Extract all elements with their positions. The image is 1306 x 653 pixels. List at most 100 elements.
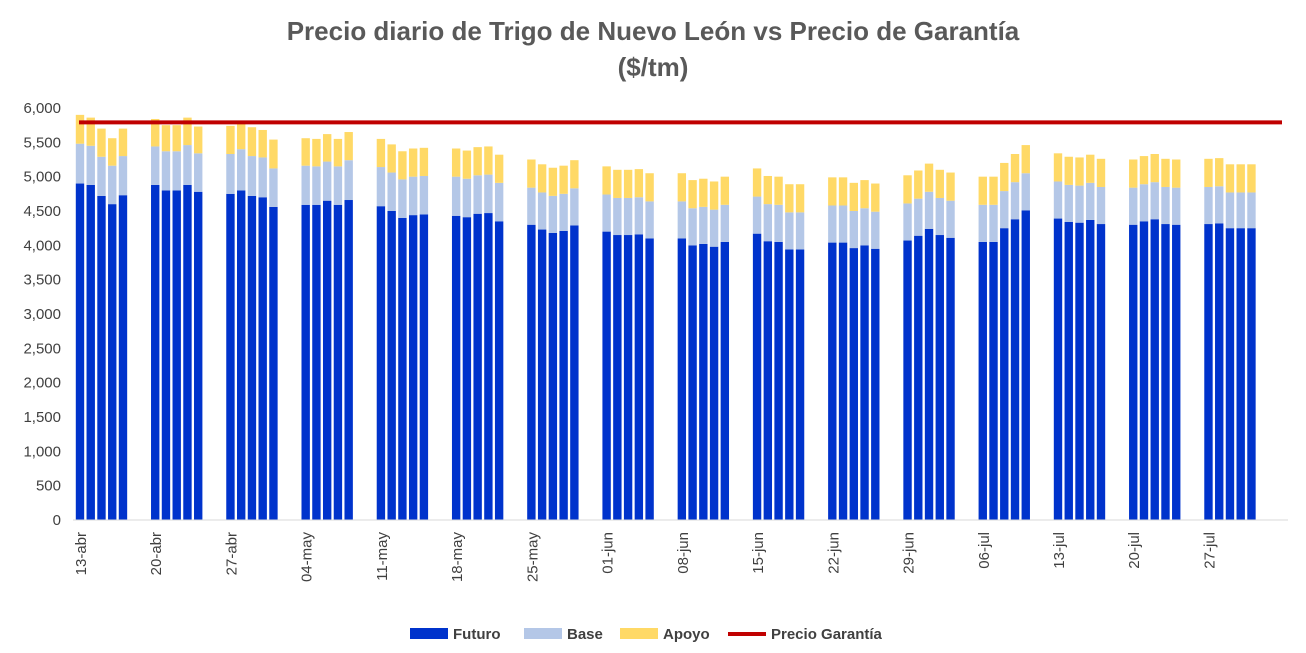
bar-base [1075, 185, 1084, 223]
bar-apoyo [527, 159, 536, 188]
x-tick-label: 27-abr [223, 532, 240, 575]
bar-futuro [1000, 228, 1009, 520]
bar-base [494, 182, 504, 222]
bar-apoyo [914, 170, 923, 199]
bar-apoyo [301, 138, 310, 166]
y-tick-label: 2,000 [23, 375, 61, 392]
bar-apoyo [838, 177, 848, 206]
bar-base [752, 196, 762, 234]
bar-base [645, 201, 654, 239]
bar-apoyo [408, 148, 418, 177]
bar-base [312, 166, 321, 205]
bar-base [237, 149, 246, 191]
bar-futuro [172, 190, 181, 520]
bar-futuro [419, 214, 429, 520]
bar-apoyo [86, 117, 95, 146]
bar-apoyo [151, 118, 160, 147]
bar-apoyo [1129, 159, 1138, 188]
bar-apoyo [677, 173, 687, 202]
bar-base [613, 197, 622, 236]
x-tick-label: 27-jul [1201, 532, 1218, 569]
legend-label: Apoyo [663, 626, 710, 643]
bar-futuro [194, 191, 203, 521]
bar-apoyo [828, 177, 837, 206]
x-tick-label: 18-may [449, 532, 466, 583]
bar-apoyo [258, 129, 267, 158]
legend-label: Futuro [453, 626, 500, 643]
bar-futuro [677, 238, 687, 520]
bar-base [1172, 187, 1181, 225]
bar-futuro [473, 213, 482, 520]
bar-futuro [1010, 219, 1020, 521]
bar-futuro [1161, 224, 1170, 520]
bar-futuro [1247, 228, 1256, 520]
bar-base [462, 178, 472, 218]
x-tick-label: 15-jun [750, 532, 767, 574]
x-tick-label: 04-may [299, 532, 316, 583]
bar-futuro [333, 204, 343, 520]
bar-futuro [344, 200, 353, 520]
bar-base [419, 175, 429, 215]
bar-base [1086, 182, 1095, 220]
bar-futuro [860, 245, 869, 521]
y-tick-label: 500 [36, 478, 61, 495]
bar-base [1096, 186, 1106, 225]
legend-swatch [620, 628, 658, 639]
bar-apoyo [237, 121, 246, 150]
bar-futuro [720, 241, 730, 520]
y-tick-label: 4,000 [23, 237, 61, 254]
bar-base [699, 206, 708, 244]
bar-apoyo [1010, 154, 1020, 183]
bar-apoyo [1150, 154, 1159, 183]
bar-base [795, 212, 805, 250]
bar-futuro [398, 217, 407, 520]
bar-futuro [785, 249, 794, 520]
bar-base [1064, 184, 1073, 222]
bar-base [677, 201, 687, 239]
bar-futuro [312, 204, 321, 520]
bar-base [849, 211, 858, 249]
bar-base [1247, 192, 1256, 229]
legend-swatch [524, 628, 562, 639]
bar-base [451, 176, 461, 216]
bar-base [258, 157, 267, 198]
bar-futuro [570, 225, 579, 521]
bar-futuro [301, 204, 310, 520]
bar-apoyo [1000, 162, 1009, 192]
bar-futuro [1086, 219, 1095, 520]
bar-futuro [1129, 224, 1138, 520]
bar-base [301, 165, 310, 205]
bar-base [333, 166, 343, 205]
bar-futuro [226, 193, 235, 521]
bar-apoyo [989, 176, 998, 205]
bar-base [570, 188, 579, 226]
bar-base [108, 165, 117, 205]
bar-futuro [258, 197, 267, 520]
bar-apoyo [634, 169, 644, 198]
y-tick-label: 1,500 [23, 409, 61, 426]
bar-apoyo [1075, 157, 1084, 186]
bar-apoyo [795, 184, 805, 213]
bar-base [709, 209, 719, 247]
bar-base [1161, 186, 1170, 225]
bar-base [860, 208, 869, 246]
bar-futuro [946, 237, 955, 520]
bar-base [269, 168, 278, 207]
bar-apoyo [1021, 145, 1030, 174]
bar-base [247, 156, 257, 196]
bar-apoyo [1247, 164, 1256, 193]
bar-base [978, 204, 987, 242]
bar-apoyo [462, 150, 472, 179]
bar-apoyo [860, 180, 869, 209]
bar-apoyo [118, 128, 128, 157]
bar-base [398, 179, 407, 218]
bar-apoyo [473, 147, 482, 176]
bar-apoyo [849, 182, 858, 211]
bar-futuro [108, 204, 117, 520]
bar-apoyo [1096, 158, 1106, 187]
bar-futuro [1172, 224, 1181, 520]
bar-futuro [699, 243, 708, 520]
bar-futuro [924, 228, 934, 520]
bar-base [1010, 182, 1020, 220]
